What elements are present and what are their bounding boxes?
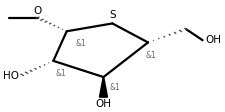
Text: S: S (109, 10, 115, 20)
Text: OH: OH (95, 99, 111, 109)
Polygon shape (99, 77, 107, 97)
Text: O: O (34, 6, 42, 16)
Text: OH: OH (204, 35, 220, 45)
Text: &1: &1 (55, 69, 65, 78)
Text: &1: &1 (75, 39, 86, 48)
Text: &1: &1 (109, 83, 120, 92)
Text: &1: &1 (145, 51, 156, 60)
Text: HO: HO (3, 71, 19, 81)
